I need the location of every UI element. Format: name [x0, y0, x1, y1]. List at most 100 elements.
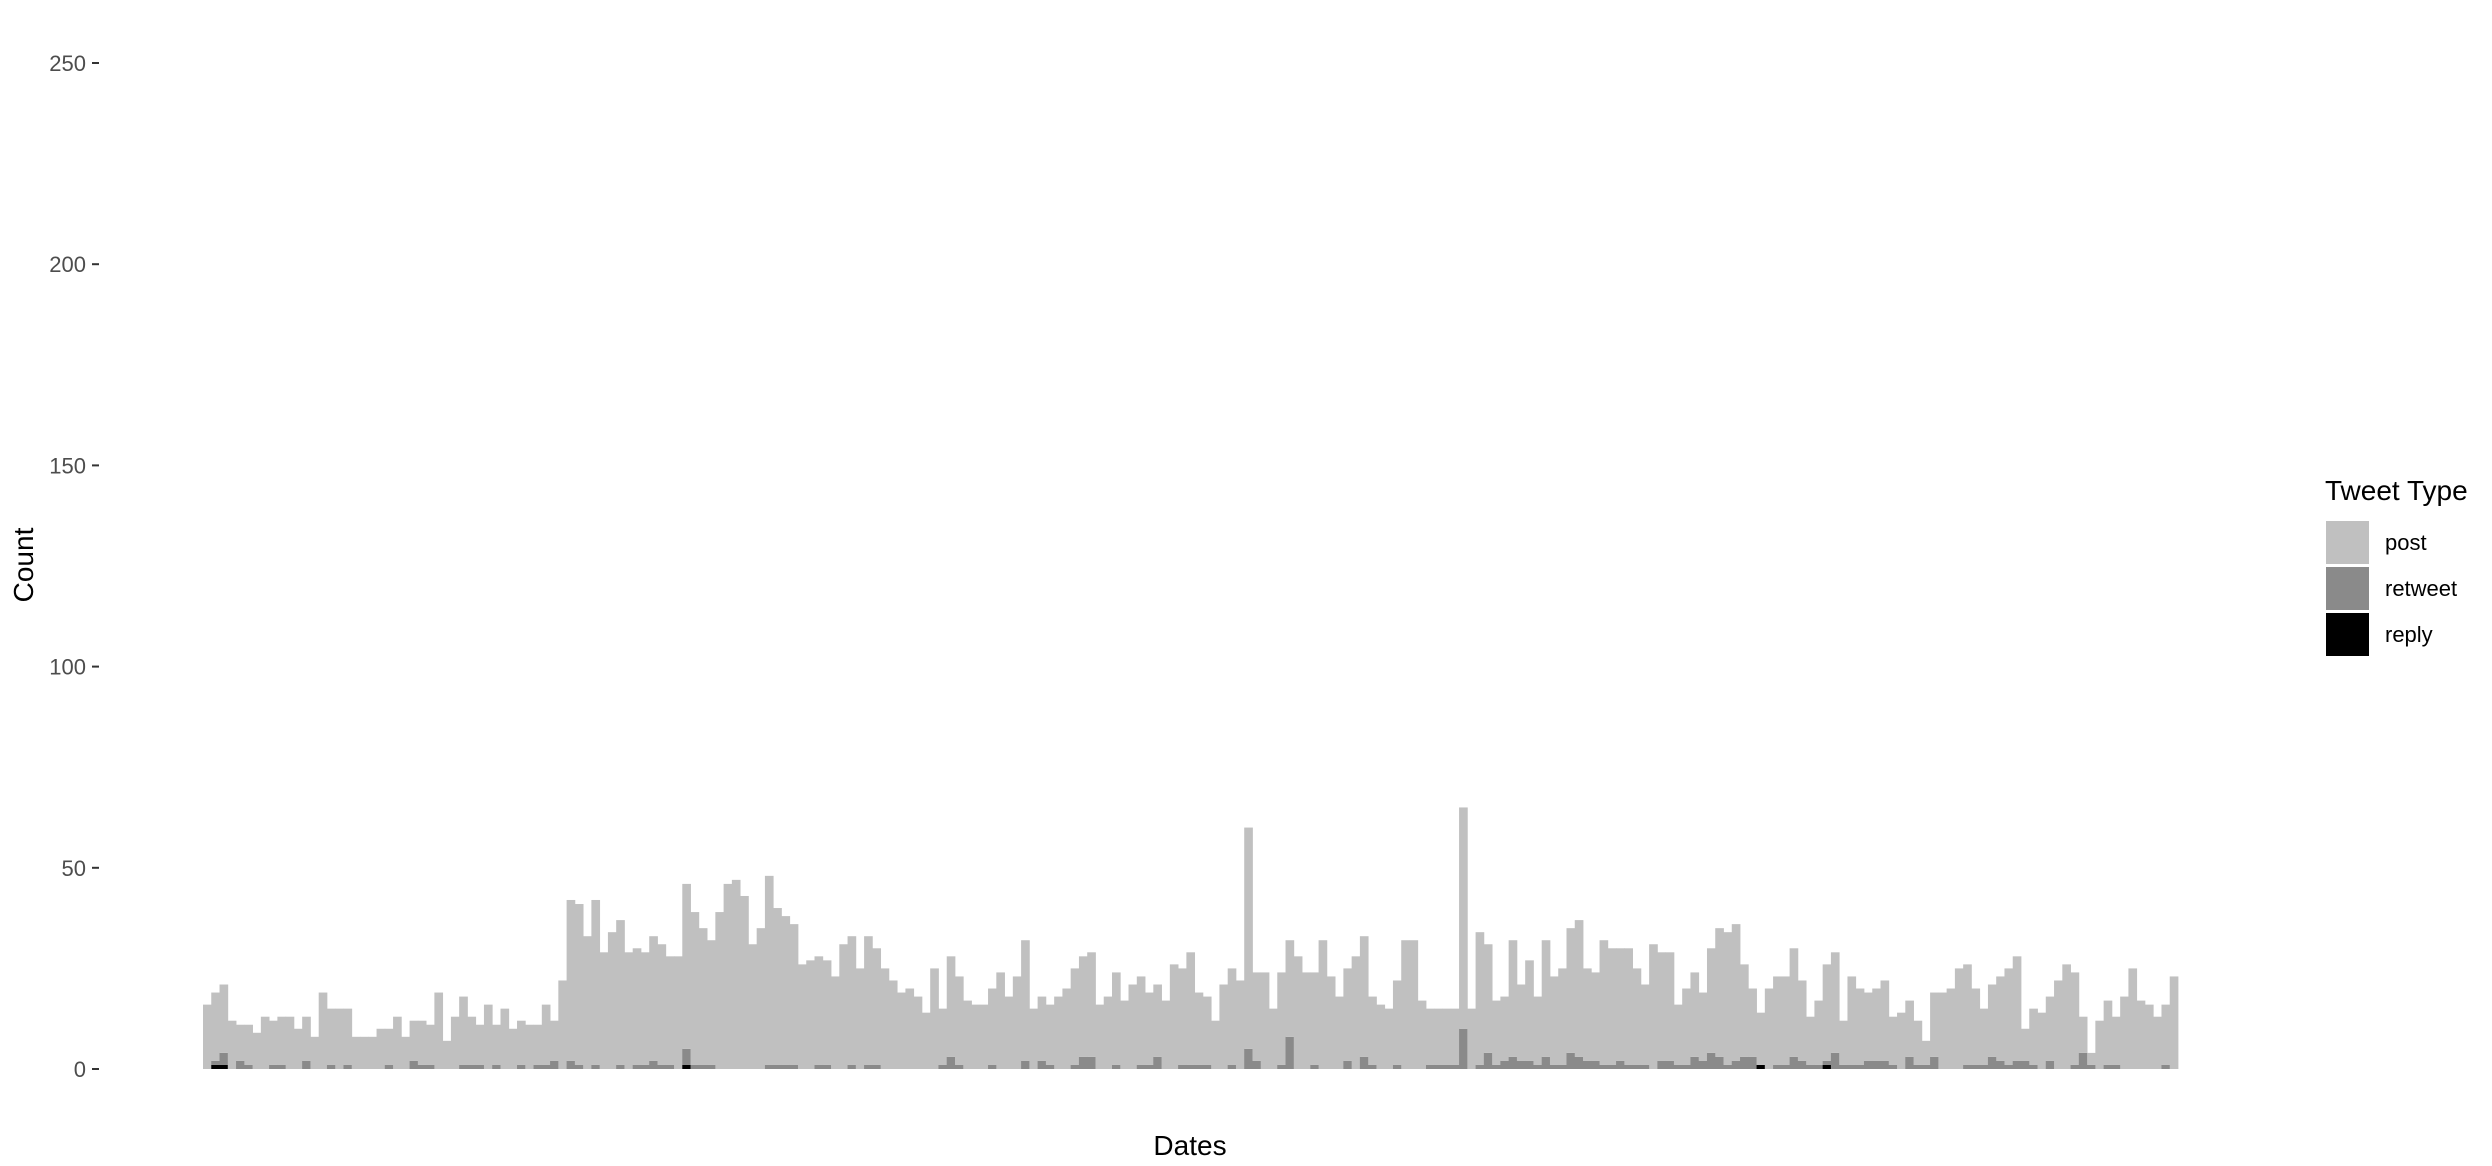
bar-post [1335, 996, 1344, 1069]
bar-retweet [1963, 1064, 1972, 1069]
bar-retweet [1996, 1060, 2005, 1069]
bar-post [335, 1008, 344, 1069]
bar-post [1525, 960, 1534, 1061]
bar-post [384, 1028, 394, 1065]
bar-post [839, 944, 848, 1069]
bar-post [1029, 1008, 1039, 1069]
bar-post [1351, 956, 1361, 1069]
bar-post [632, 948, 642, 1065]
bar-post [252, 1032, 262, 1069]
bar-retweet [698, 1064, 708, 1069]
bar-post [789, 924, 799, 1065]
bar-retweet [2029, 1064, 2038, 1069]
bar-post [1492, 1000, 1501, 1065]
bar-post [1326, 976, 1336, 1069]
bar-post [1136, 976, 1146, 1065]
bar-post [417, 1020, 427, 1065]
bar-post [2045, 996, 2055, 1061]
bar-retweet [1136, 1064, 1146, 1069]
bar-post [665, 956, 675, 1065]
bar-post [1905, 1000, 1914, 1057]
bar-post [434, 992, 444, 1069]
bar-post [1409, 940, 1419, 1069]
bar-post [1343, 968, 1353, 1061]
bar-post [1318, 940, 1328, 1069]
bar-post [996, 972, 1005, 1069]
legend-swatch-retweet [2326, 567, 2369, 610]
bar-post [2095, 1020, 2105, 1069]
bar-post [1764, 988, 1774, 1069]
bar-post [624, 952, 634, 1069]
bar-post [1211, 1020, 1220, 1069]
bar-post [1359, 936, 1369, 1057]
bar-post [1235, 980, 1245, 1069]
bar-post [1756, 1012, 1766, 1065]
bar-post [1855, 988, 1865, 1065]
bar-post [1797, 980, 1807, 1061]
bar-retweet [616, 1064, 625, 1069]
y-tick-label: 200 [49, 252, 86, 277]
bar-retweet [1987, 1056, 1997, 1069]
bar-post [698, 928, 708, 1065]
bar-retweet [1070, 1064, 1080, 1069]
bar-retweet [236, 1060, 245, 1069]
bar-retweet [1673, 1064, 1683, 1069]
bar-post [1566, 928, 1576, 1053]
bar-post [1161, 1000, 1171, 1069]
bar-retweet [475, 1064, 485, 1069]
bar-post [1384, 1008, 1394, 1069]
bar-post [525, 1024, 534, 1069]
bar-retweet [946, 1056, 956, 1069]
bar-post [1120, 1000, 1129, 1069]
bar-retweet [1483, 1052, 1493, 1069]
bar-post [1822, 964, 1832, 1061]
bar-retweet [302, 1060, 311, 1069]
bar-retweet [211, 1060, 220, 1065]
bar-post [591, 899, 601, 1065]
bar-retweet [1508, 1056, 1518, 1069]
bar-post [1500, 996, 1510, 1061]
bar-post [1913, 1020, 1923, 1065]
bar-retweet [764, 1064, 774, 1069]
bar-retweet [384, 1064, 394, 1069]
bar-post [1012, 976, 1022, 1069]
bar-post [517, 1020, 526, 1065]
bar-retweet [1202, 1064, 1212, 1069]
bar-post [616, 920, 625, 1065]
bar-post [831, 976, 840, 1069]
bar-post [1781, 976, 1791, 1065]
bar-retweet [707, 1064, 716, 1069]
bar-post [302, 1016, 311, 1061]
bar-retweet [690, 1064, 700, 1069]
bar-post [1252, 972, 1262, 1061]
bar-post [1954, 968, 1964, 1069]
bar-post [2078, 1016, 2088, 1053]
bar-retweet [574, 1064, 584, 1069]
y-tick-label: 150 [49, 453, 86, 478]
bar-post [541, 1004, 551, 1065]
legend-title: Tweet Type [2325, 475, 2468, 506]
bar-post [1277, 972, 1286, 1065]
bar-post [459, 996, 468, 1065]
bar-post [1963, 964, 1972, 1065]
bar-post [492, 1024, 501, 1065]
bar-post [1657, 952, 1667, 1061]
legend: Tweet Type post retweet reply [2325, 475, 2468, 656]
bar-retweet [244, 1064, 253, 1069]
bar-post [773, 908, 782, 1065]
bar-post [913, 996, 923, 1069]
bar-post [1872, 988, 1881, 1061]
bar-post [1128, 984, 1138, 1069]
y-tick-label: 0 [74, 1057, 86, 1082]
bar-post [707, 940, 716, 1065]
bar-post [1541, 940, 1551, 1057]
bar-reply [1822, 1064, 1832, 1069]
bar-post [682, 883, 691, 1049]
bar-reply [1756, 1064, 1766, 1069]
bar-post [1508, 940, 1518, 1057]
bar-post [2070, 972, 2080, 1065]
bar-post [2111, 1016, 2121, 1065]
bar-post [401, 1036, 410, 1069]
bar-post [508, 1028, 518, 1069]
bar-post [1078, 956, 1088, 1057]
